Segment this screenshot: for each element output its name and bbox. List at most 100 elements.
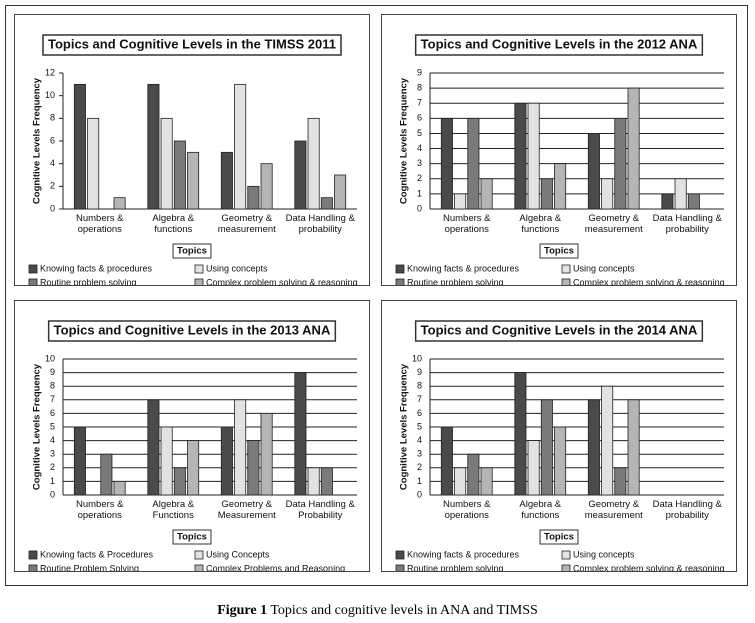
bar [587,399,600,496]
chart-panel: Topics and Cognitive Levels in the TIMSS… [14,14,370,288]
title-box [414,320,704,342]
y-tick-label: 12 [45,67,55,77]
title-box [47,320,337,342]
x-tick-label-box: Algebra & functions [519,213,561,235]
y-axis-label: Cognitive Levels Frequency [32,363,43,490]
y-tick-label: 0 [417,203,422,213]
legend-swatch [194,564,204,574]
bar [587,133,600,210]
x-tick-label: Numbers & operations [442,213,491,235]
x-tick-label: Data Handling & probability [652,499,722,521]
legend-swatch [395,550,405,560]
bar [307,117,320,210]
bar [147,399,160,496]
y-tick-label: 9 [417,367,422,377]
chart-panel: Topics and Cognitive Levels in the 2014 … [381,300,737,574]
legend-label: Routine Problem Solving [40,563,139,571]
legend-label: Knowing facts & Procedures [40,549,154,559]
bar [601,178,614,210]
x-tick-label: Geometry & measurement [584,499,643,521]
bar [554,163,567,210]
bar [294,140,307,210]
legend-label: Using Concepts [206,549,270,559]
bar [100,453,113,496]
legend-label: Knowing facts & procedures [40,263,153,273]
y-tick-label: 6 [50,408,55,418]
x-tick-label: Algebra & Functions [152,499,195,521]
chart: Topics and Cognitive Levels in the 2013 … [28,320,357,574]
bar [173,467,186,496]
bar [540,178,553,210]
y-tick-label: 3 [417,449,422,459]
x-tick-label: Data Handling & probability [652,213,722,235]
bar [454,467,467,496]
bar [173,140,186,210]
legend-swatch [194,278,204,288]
y-tick-label: 4 [417,143,422,153]
y-axis-label: Cognitive Levels Frequency [399,77,410,204]
bar [480,467,493,496]
y-tick-label: 5 [417,128,422,138]
y-tick-label: 2 [50,462,55,472]
y-axis-label: Cognitive Levels Frequency [32,77,43,204]
legend-swatch [561,550,571,560]
caption-text: Topics and cognitive levels in ANA and T… [270,603,538,618]
x-tick-label: Geometry & measurement [584,213,643,235]
y-tick-label: 2 [417,173,422,183]
y-tick-label: 4 [417,435,422,445]
bar [160,117,173,210]
bar [234,399,247,496]
x-tick-label-box: Data Handling & Probability [285,499,355,521]
x-label-box [539,529,579,545]
y-tick-label: 6 [417,113,422,123]
x-tick-label: Geometry & Measurement [217,499,276,521]
x-tick-label-box: Algebra & Functions [152,499,195,521]
x-tick-label: Numbers & operations [75,213,124,235]
bar [514,102,527,210]
y-tick-label: 6 [50,135,55,145]
bar [247,185,260,210]
bar [320,197,333,210]
chart-title: Topics and Cognitive Levels in the TIMSS… [48,36,336,51]
bar [601,385,614,496]
y-tick-label: 5 [417,421,422,431]
y-tick-label: 7 [417,394,422,404]
bar [554,426,567,496]
bar [661,193,674,210]
x-tick-label-box: Geometry & measurement [218,213,276,235]
legend-swatch [194,550,204,560]
bar [467,453,480,496]
y-tick-label: 10 [412,353,422,363]
x-tick-label: Data Handling & Probability [285,499,355,521]
legend-label: Routine problem solving [407,563,504,571]
x-tick-label: Algebra & functions [152,213,195,235]
chart-title: Topics and Cognitive Levels in the 2012 … [421,36,698,51]
x-label-box [539,243,579,259]
y-tick-label: 2 [50,181,55,191]
bar [147,83,160,210]
x-tick-label-box: Geometry & Measurement [217,499,276,521]
bar [113,480,126,496]
x-tick-label-box: Algebra & functions [152,213,195,235]
bar [73,426,86,496]
x-tick-label-box: Data Handling & probability [652,213,722,235]
bar [73,83,86,210]
title-box [414,34,704,56]
chart-title: Topics and Cognitive Levels in the 2013 … [54,322,331,337]
y-tick-label: 7 [50,394,55,404]
legend-swatch [28,550,38,560]
y-tick-label: 10 [45,353,55,363]
x-axis-label: Topics [544,532,574,543]
x-tick-label-box: Data Handling & probability [652,499,722,521]
legend-label: Complex Problems and Reasoning [206,563,345,571]
legend-label: Knowing facts & procedures [407,549,520,559]
chart: Topics and Cognitive Levels in the TIMSS… [28,34,358,288]
y-tick-label: 8 [417,82,422,92]
y-tick-label: 2 [417,462,422,472]
legend-label: Routine problem solving [407,277,504,285]
x-tick-label: Numbers & operations [75,499,124,521]
legend-label: Using concepts [573,263,635,273]
bar [527,102,540,210]
bar [440,117,453,210]
caption: Figure 1 Topics and cognitive levels in … [0,603,755,619]
